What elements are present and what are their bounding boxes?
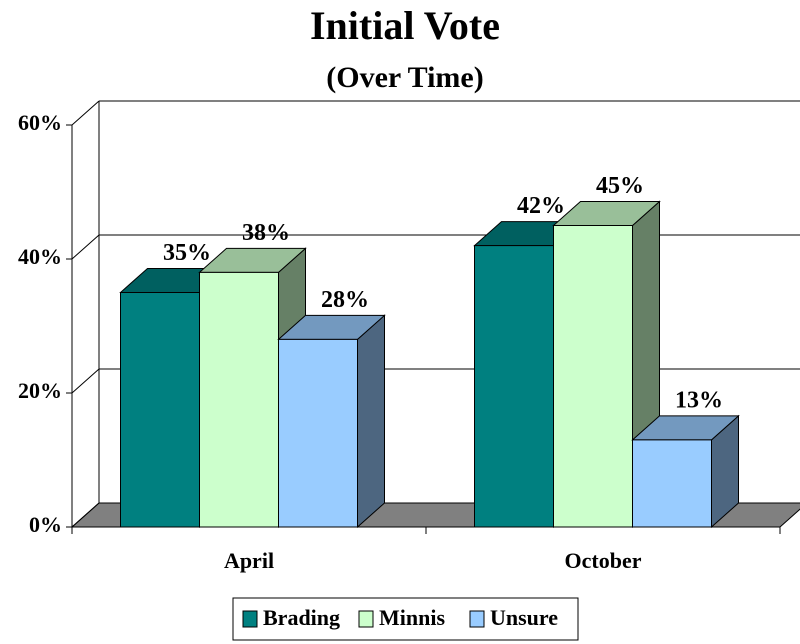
- chart-title: Initial Vote: [310, 3, 500, 48]
- bar: [278, 338, 358, 528]
- bar-side: [357, 314, 385, 529]
- chart-subtitle: (Over Time): [326, 61, 483, 94]
- value-label: 45%: [596, 173, 644, 199]
- value-label: 13%: [675, 387, 723, 413]
- value-label: 42%: [517, 193, 565, 219]
- legend-label: Brading: [263, 605, 340, 630]
- bar: [474, 245, 554, 528]
- x-tick-label: April: [224, 548, 274, 573]
- legend-swatch: [358, 610, 374, 628]
- x-tick-label: October: [565, 548, 642, 573]
- bar: [199, 271, 279, 528]
- grid-line-side: [71, 100, 100, 126]
- y-tick-label: 60%: [18, 110, 62, 135]
- bar: [120, 292, 200, 528]
- y-tick-label: 40%: [18, 244, 62, 269]
- bar: [632, 439, 712, 528]
- grid-line-side: [71, 234, 100, 260]
- bar: [553, 225, 633, 528]
- legend-label: Minnis: [379, 605, 445, 630]
- value-label: 35%: [163, 240, 211, 266]
- legend-label: Unsure: [490, 605, 558, 630]
- grid-line-side: [71, 502, 100, 528]
- legend-swatch: [469, 610, 485, 628]
- legend-box: [232, 597, 579, 641]
- y-tick-label: 0%: [29, 512, 62, 537]
- grid-line-side: [71, 368, 100, 394]
- y-tick-label: 20%: [18, 378, 62, 403]
- legend: Brading Minnis Unsure: [232, 597, 579, 641]
- value-label: 28%: [321, 287, 369, 313]
- value-label: 38%: [242, 220, 290, 246]
- legend-swatch: [242, 610, 258, 628]
